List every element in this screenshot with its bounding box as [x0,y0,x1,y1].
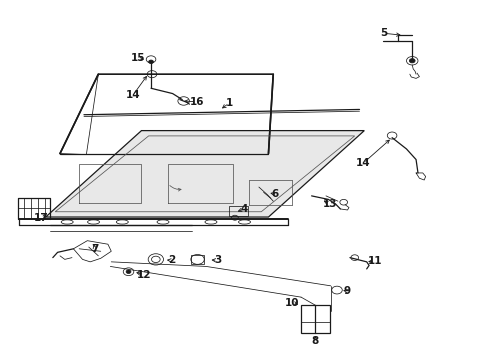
Bar [190,255,204,264]
Text: 15: 15 [131,53,145,63]
Text: 7: 7 [91,244,99,254]
Bar [229,206,248,216]
Polygon shape [45,131,364,217]
Circle shape [148,60,153,64]
Circle shape [126,270,131,274]
Text: 10: 10 [285,298,299,308]
Text: 12: 12 [136,270,151,280]
Text: 13: 13 [322,199,336,209]
Text: 3: 3 [214,256,221,265]
Circle shape [408,59,414,63]
Text: 16: 16 [189,97,203,107]
Text: 4: 4 [240,204,248,214]
Text: 14: 14 [126,90,141,100]
Text: 9: 9 [343,286,350,296]
Text: 2: 2 [168,256,175,265]
Text: 1: 1 [225,98,232,108]
Text: 8: 8 [311,336,318,346]
Text: 6: 6 [270,189,278,199]
Text: 5: 5 [379,28,386,38]
Text: 17: 17 [34,213,48,223]
Text: 11: 11 [367,256,381,266]
Text: 14: 14 [355,158,370,168]
Bar [301,305,329,333]
